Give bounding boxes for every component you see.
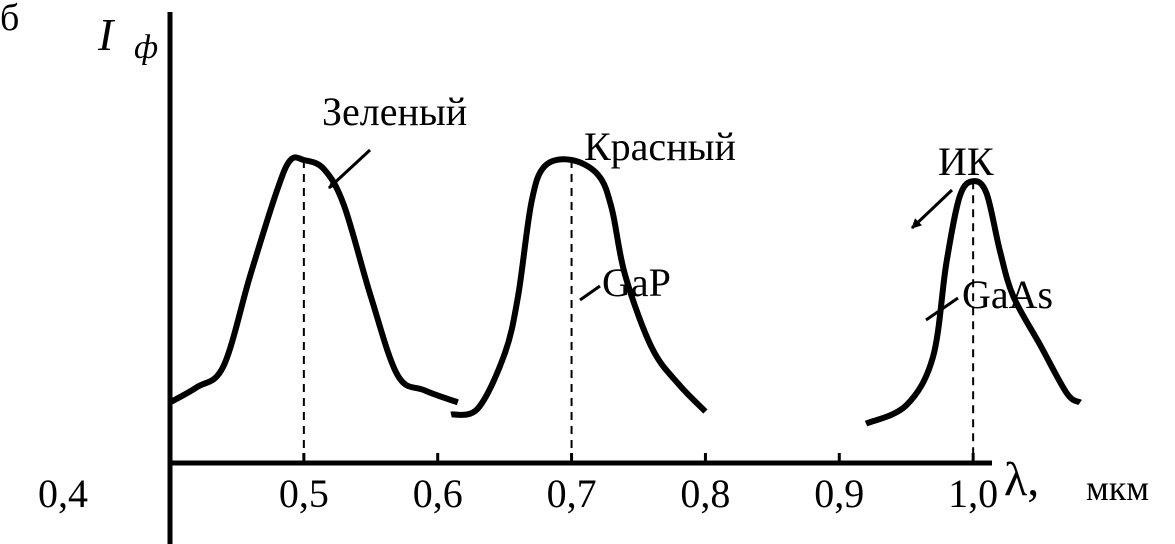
x-tick-labels: 0,4 0,5 0,6 0,7 0,8 0,9 1,0 — [38, 471, 998, 516]
annotation-green: Зеленый — [322, 89, 467, 134]
emission-curves — [168, 154, 1082, 427]
peak-lines — [302, 160, 975, 463]
annotation-ir: ИК — [938, 139, 994, 184]
series-curve-1 — [450, 156, 708, 418]
x-axis-unit: мкм — [1086, 468, 1149, 508]
series-curve-2 — [864, 178, 1082, 427]
x-tick-label: 0,6 — [413, 471, 463, 516]
leader-gap — [579, 284, 601, 302]
x-tick-label: 0,8 — [680, 471, 730, 516]
x-tick-label: 0,7 — [547, 471, 597, 516]
x-tick-label: 0,4 — [38, 471, 88, 516]
series-curve-0 — [168, 154, 459, 406]
y-axis-label: I — [97, 9, 116, 60]
x-axis-label: λ, — [1004, 453, 1039, 506]
y-axis-label-subscript: ф — [134, 29, 158, 66]
leader-gaas — [925, 296, 959, 322]
annotation-red: Красный — [584, 124, 736, 169]
x-tick-label: 0,5 — [279, 471, 329, 516]
arrow-ir — [910, 188, 954, 230]
arrow-green — [327, 148, 372, 190]
annotation-gaas: GaAs — [962, 272, 1053, 317]
x-tick-label: 0,9 — [814, 471, 864, 516]
annotation-gap: GaP — [602, 260, 671, 305]
panel-label: б — [0, 0, 19, 39]
x-tick-label: 1,0 — [948, 471, 998, 516]
